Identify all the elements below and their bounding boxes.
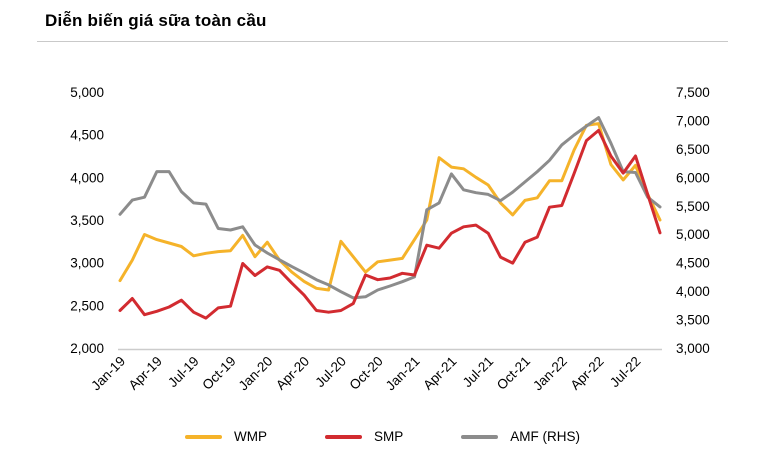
x-axis-tick: Jan-22 [530, 354, 570, 394]
right-axis-tick: 4,000 [676, 284, 710, 299]
x-axis-tick: Apr-20 [273, 354, 312, 393]
legend-label-smp: SMP [373, 429, 404, 444]
legend-item-wmp: WMP [184, 429, 267, 444]
right-axis-tick: 3,000 [676, 341, 710, 356]
x-axis-tick: Apr-21 [420, 354, 459, 393]
smp-line-swatch [324, 434, 362, 439]
left-axis-tick: 5,000 [70, 85, 104, 100]
x-axis-tick: Apr-22 [567, 354, 606, 393]
x-axis-tick: Oct-20 [347, 354, 386, 393]
left-axis-tick: 3,000 [70, 256, 104, 271]
page-title: Diễn biến giá sữa toàn cầu [45, 11, 267, 30]
chart-legend: WMP SMP AMF (RHS) [0, 429, 765, 444]
legend-item-amf: AMF (RHS) [461, 429, 580, 444]
right-axis-tick: 3,500 [676, 313, 710, 328]
wmp-line-swatch [184, 434, 222, 439]
left-axis-tick: 2,500 [70, 298, 104, 313]
right-axis-tick: 7,500 [676, 85, 710, 100]
left-axis-tick: 2,000 [70, 341, 104, 356]
x-axis-tick: Oct-19 [199, 354, 238, 393]
x-axis-tick: Jul-20 [312, 354, 349, 391]
right-axis-tick: 4,500 [676, 256, 710, 271]
right-axis-tick: 6,000 [676, 170, 710, 185]
legend-label-amf: AMF (RHS) [510, 429, 580, 444]
left-axis-tick: 4,000 [70, 170, 104, 185]
title-divider [37, 41, 728, 42]
right-axis-tick: 6,500 [676, 142, 710, 157]
amf-line-swatch [461, 434, 499, 439]
x-axis-tick: Jan-20 [236, 354, 276, 394]
amf-line [118, 116, 662, 300]
x-axis-tick: Jul-22 [607, 354, 644, 391]
x-axis-tick: Jan-21 [383, 354, 423, 394]
x-axis-tick: Jul-21 [460, 354, 497, 391]
wmp-line [118, 122, 662, 292]
smp-line [118, 128, 662, 320]
left-axis-tick: 3,500 [70, 213, 104, 228]
x-axis-tick: Oct-21 [494, 354, 533, 393]
x-axis-tick: Jan-19 [88, 354, 128, 394]
right-axis-tick: 7,000 [676, 113, 710, 128]
legend-label-wmp: WMP [233, 429, 267, 444]
x-axis-tick: Apr-19 [126, 354, 165, 393]
x-axis-tick: Jul-19 [165, 354, 202, 391]
left-axis-tick: 4,500 [70, 128, 104, 143]
legend-item-smp: SMP [324, 429, 404, 444]
right-axis-tick: 5,500 [676, 199, 710, 214]
right-axis-tick: 5,000 [676, 227, 710, 242]
